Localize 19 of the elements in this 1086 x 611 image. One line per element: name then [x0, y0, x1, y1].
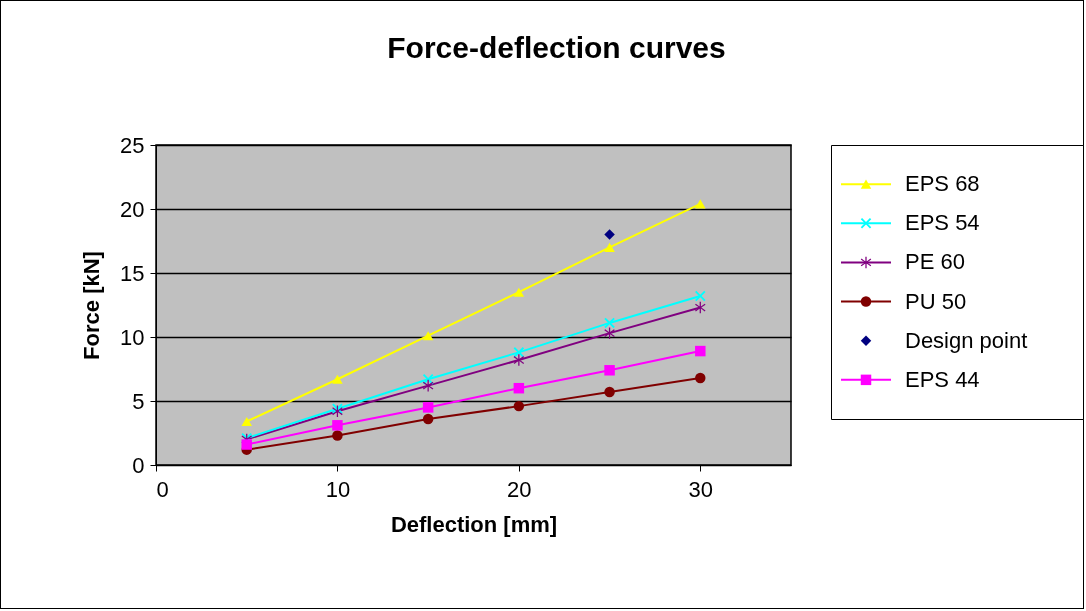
legend-label: PU 50 — [905, 288, 967, 314]
legend-label: Design point — [905, 327, 1028, 353]
y-tick-label: 20 — [120, 196, 145, 222]
legend-label: EPS 54 — [905, 210, 980, 236]
x-tick-label: 30 — [688, 476, 714, 502]
y-tick-label: 0 — [132, 452, 145, 478]
legend-label: EPS 44 — [905, 366, 980, 392]
y-tick-label: 25 — [120, 132, 145, 158]
chart-title: Force-deflection curves — [387, 31, 726, 64]
y-axis-title: Force [kN] — [79, 251, 105, 360]
legend-label: PE 60 — [905, 249, 965, 275]
x-tick-label: 0 — [156, 476, 169, 502]
y-tick-label: 5 — [132, 388, 145, 414]
x-tick-label: 20 — [507, 476, 532, 502]
y-tick-label: 10 — [120, 324, 145, 350]
x-tick-label: 10 — [325, 476, 351, 502]
legend-label: EPS 68 — [905, 171, 980, 197]
y-tick-label: 15 — [120, 260, 145, 286]
x-axis-title: Deflection [mm] — [390, 511, 558, 537]
